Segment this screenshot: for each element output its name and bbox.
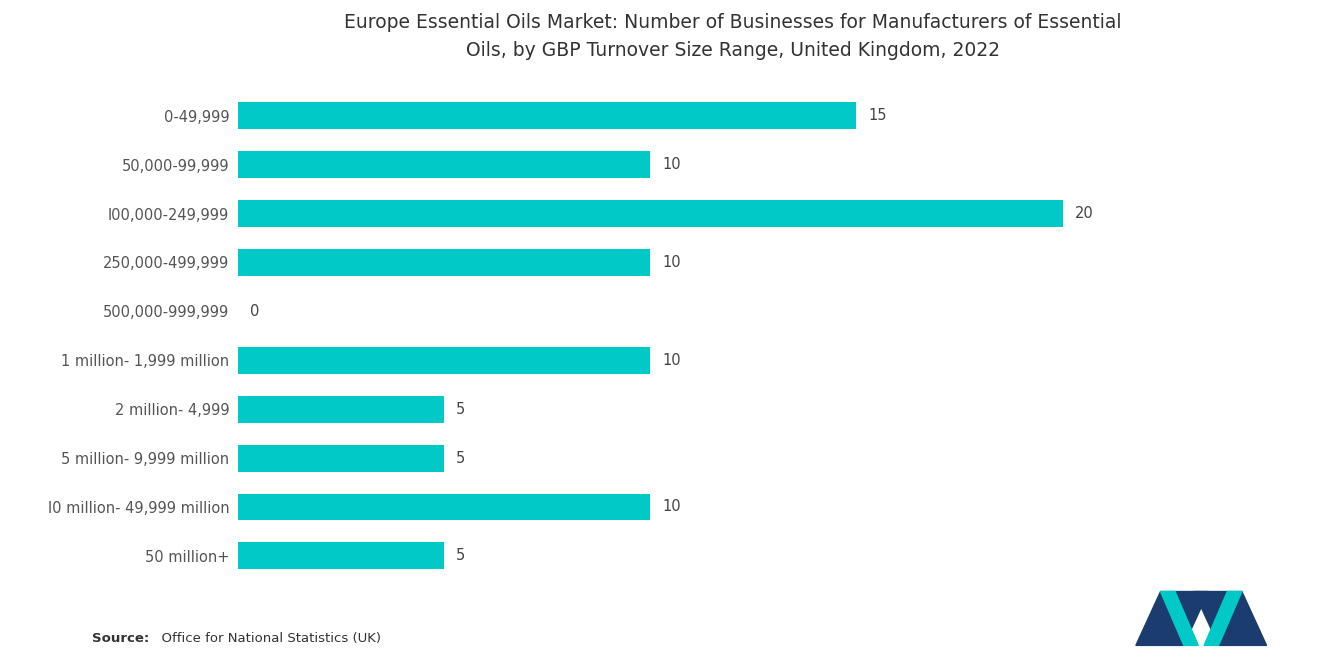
Title: Europe Essential Oils Market: Number of Businesses for Manufacturers of Essentia: Europe Essential Oils Market: Number of … xyxy=(343,13,1122,60)
Bar xyxy=(238,396,444,423)
Polygon shape xyxy=(1193,592,1267,645)
Bar xyxy=(238,200,1063,227)
Bar xyxy=(238,543,444,569)
Bar xyxy=(238,347,649,374)
Text: 10: 10 xyxy=(663,255,681,270)
Text: Office for National Statistics (UK): Office for National Statistics (UK) xyxy=(153,632,381,645)
Text: 15: 15 xyxy=(869,108,887,123)
Text: 0: 0 xyxy=(249,304,259,319)
Bar xyxy=(238,493,649,521)
Polygon shape xyxy=(1160,592,1199,645)
Bar xyxy=(238,445,444,471)
Text: 20: 20 xyxy=(1074,206,1094,221)
Text: 10: 10 xyxy=(663,157,681,172)
Text: 5: 5 xyxy=(457,451,466,465)
Text: 5: 5 xyxy=(457,549,466,563)
Text: 10: 10 xyxy=(663,499,681,515)
Polygon shape xyxy=(1204,592,1242,645)
Bar xyxy=(238,249,649,276)
Text: Source:: Source: xyxy=(92,632,149,645)
Text: 5: 5 xyxy=(457,402,466,417)
Text: 10: 10 xyxy=(663,352,681,368)
Polygon shape xyxy=(1135,592,1209,645)
Bar xyxy=(238,102,857,129)
Bar xyxy=(238,151,649,178)
